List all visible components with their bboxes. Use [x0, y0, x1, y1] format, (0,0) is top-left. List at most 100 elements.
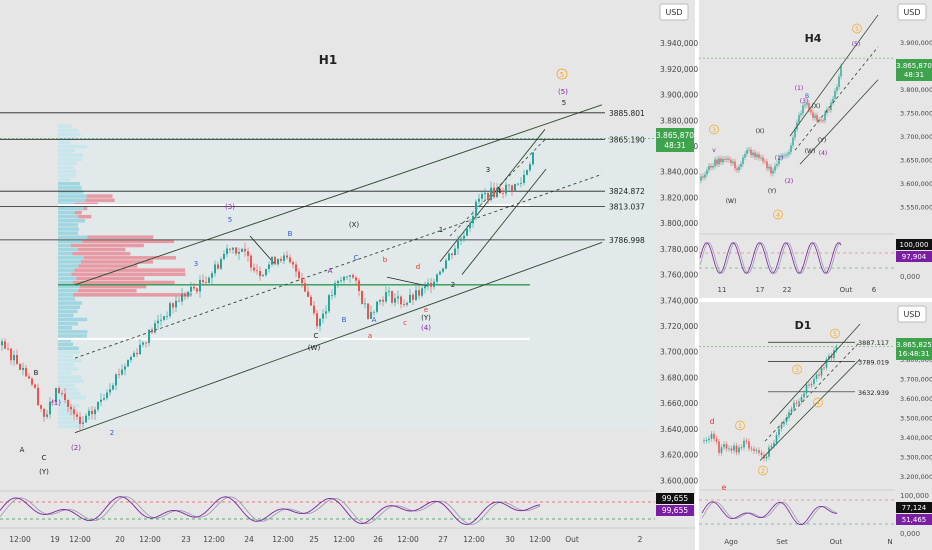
h1-candle-body — [199, 279, 201, 292]
h4-candle-body — [820, 119, 822, 121]
d1-candle-body — [795, 402, 798, 404]
d1-time-tick: N — [887, 538, 892, 546]
d1-price-tick: 3.300,000 — [900, 454, 932, 462]
h1-candle-body — [181, 294, 183, 302]
h1-candle-body — [109, 389, 111, 393]
d1-osc-d — [701, 501, 838, 525]
d1-current-price: 3.865,825 — [896, 341, 932, 349]
h4-time-tick: 11 — [718, 286, 727, 294]
d1-candle-body — [753, 448, 755, 451]
d1-wave-label: 5 — [833, 331, 837, 338]
vertical-divider[interactable] — [695, 0, 699, 550]
h1-candle-body — [337, 280, 339, 284]
h4-candle-body — [782, 155, 784, 157]
h1-candle-body — [355, 277, 357, 281]
h4-osc-bottom: 0,000 — [900, 273, 920, 281]
h1-candle-body — [445, 260, 447, 269]
h4-candle-body — [708, 165, 710, 171]
d1-osc-tags: 100,000 77,124 51,465 0,000 — [896, 492, 932, 538]
h1-profile-bar — [58, 214, 79, 219]
h1-candle-body — [436, 274, 438, 282]
h1-profile-bar — [58, 260, 81, 264]
h1-candle-body — [520, 182, 522, 184]
h1-candle-body — [508, 184, 510, 186]
h1-profile-bar — [58, 309, 78, 314]
d1-candle-body — [710, 433, 713, 439]
h1-price-tick: 3.660,000 — [660, 399, 698, 408]
h1-wave-label: b — [383, 256, 388, 264]
h4-candle-body — [760, 157, 762, 159]
h1-candle-body — [127, 359, 129, 367]
h1-level-label: 3813.037 — [609, 202, 645, 211]
h4-wave-label: (2) — [785, 178, 794, 185]
h1-currency-box[interactable]: USD — [659, 3, 689, 21]
h1-candle-body — [469, 223, 471, 229]
d1-panel[interactable] — [699, 302, 895, 550]
h4-candle-body — [814, 115, 816, 118]
h4-candle-body — [740, 163, 742, 168]
h1-profile-bar — [58, 177, 71, 182]
h4-wave-circle — [852, 23, 862, 34]
h1-candle-body — [175, 300, 177, 308]
h4-osc-tags: 100,000 97,904 0,000 — [896, 239, 932, 281]
h4-candle-body — [768, 166, 770, 169]
h1-candle-body — [178, 300, 180, 302]
h1-candle-body — [49, 401, 51, 415]
h1-profile-bar — [58, 367, 79, 371]
h1-candle-body — [202, 279, 204, 283]
h1-price-tick: 3.900,000 — [660, 91, 698, 100]
h1-candle-body — [37, 387, 39, 406]
h1-candle-body — [40, 405, 42, 409]
h1-profile-bar — [58, 186, 82, 190]
h1-profile-bar — [58, 182, 80, 186]
h4-candle-body — [780, 156, 782, 158]
h1-candle-body — [7, 348, 9, 350]
h1-candle-body — [169, 303, 171, 317]
h1-profile-bar — [58, 243, 71, 248]
h1-wave-label: A — [328, 267, 333, 275]
h1-profile-bar — [58, 190, 84, 194]
h1-candle-body — [13, 354, 15, 361]
h1-profile-bar — [58, 379, 85, 383]
d1-oscillator — [699, 499, 895, 525]
h1-profile-bar-sell — [73, 293, 192, 297]
d1-wave-label: 4 — [816, 400, 820, 407]
h1-candle-body — [403, 304, 405, 305]
h1-candle-body — [211, 273, 213, 278]
h1-candle-body — [265, 269, 267, 276]
d1-time-tick: Out — [830, 538, 843, 546]
h4-candle-body — [836, 86, 838, 91]
d1-candle-body — [835, 347, 838, 351]
h1-price-scale[interactable] — [655, 0, 695, 550]
h4-candle-body — [746, 150, 748, 155]
h1-wave-label: (5) — [558, 88, 568, 96]
h4-candle-body — [776, 164, 778, 166]
h4-candle-body — [752, 152, 754, 156]
h1-profile-bar — [58, 301, 83, 305]
h1-candle-body — [205, 282, 207, 283]
d1-candle-body — [800, 397, 803, 402]
h1-wave-label: B — [288, 230, 293, 238]
h1-wave-label: B — [342, 316, 347, 324]
h1-candle-body — [439, 271, 441, 275]
h1-candle-body — [367, 303, 369, 319]
h1-candle-body — [193, 286, 195, 289]
h4-price-tick: 3.750,000 — [900, 110, 932, 118]
horizontal-divider[interactable] — [699, 298, 932, 302]
h1-profile-bar — [58, 346, 79, 351]
h1-wave-label: (2) — [71, 444, 81, 452]
h1-candle-body — [133, 352, 135, 358]
h1-candle-body — [490, 187, 492, 201]
d1-currency-box[interactable]: USD — [897, 305, 927, 323]
h1-wave-label: B — [34, 369, 39, 377]
h4-title: H4 — [805, 32, 822, 45]
h1-profile-bar-sell — [87, 235, 154, 239]
h4-candle-body — [700, 176, 702, 181]
d1-candle-body — [823, 367, 825, 369]
h1-candle-body — [256, 270, 258, 272]
h4-currency-box[interactable]: USD — [897, 3, 927, 21]
h1-candle-body — [229, 248, 231, 250]
d1-channel-line — [759, 358, 861, 461]
h4-current-price: 3.865,870 — [896, 62, 932, 70]
